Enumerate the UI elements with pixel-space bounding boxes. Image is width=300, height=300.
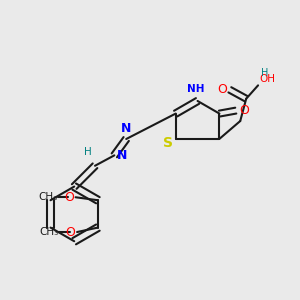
Text: NH: NH xyxy=(187,83,205,94)
Text: N: N xyxy=(117,149,128,162)
Text: O: O xyxy=(64,191,74,204)
Text: H: H xyxy=(84,147,92,158)
Text: H: H xyxy=(261,68,268,78)
Text: O: O xyxy=(217,83,227,96)
Text: N: N xyxy=(121,122,131,134)
Text: O: O xyxy=(239,104,249,117)
Text: CH₃: CH₃ xyxy=(39,227,59,237)
Text: S: S xyxy=(163,136,173,150)
Text: O: O xyxy=(66,226,76,238)
Text: OH: OH xyxy=(260,74,276,84)
Text: CH₃: CH₃ xyxy=(38,192,57,202)
